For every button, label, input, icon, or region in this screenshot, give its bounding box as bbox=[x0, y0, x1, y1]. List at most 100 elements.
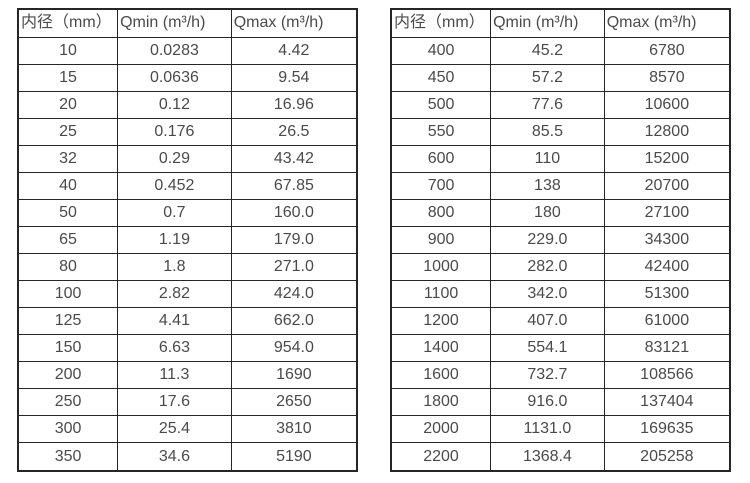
table-cell: 65 bbox=[17, 225, 119, 255]
table-row: 100 2.82 424.0 bbox=[17, 280, 358, 309]
table-row: 32 0.29 43.42 bbox=[17, 144, 358, 173]
table-cell: 8570 bbox=[603, 63, 731, 92]
table-cell: 954.0 bbox=[230, 334, 358, 363]
table-cell: 67.85 bbox=[230, 171, 358, 200]
table-row: 50 0.7 160.0 bbox=[17, 198, 358, 227]
table-cell: 2.82 bbox=[117, 280, 232, 309]
table-cell: 80 bbox=[17, 252, 119, 282]
table-cell: 2000 bbox=[390, 415, 492, 444]
table-row: 2000 1131.0 169635 bbox=[390, 415, 731, 444]
table-cell: 271.0 bbox=[230, 252, 358, 282]
table-cell: 50 bbox=[17, 198, 119, 227]
table-row: 1600 732.7 108566 bbox=[390, 361, 731, 390]
table-cell: 1200 bbox=[390, 307, 492, 336]
table-cell: 700 bbox=[390, 171, 492, 200]
table-cell: 160.0 bbox=[230, 198, 358, 227]
table-cell: 108566 bbox=[603, 361, 731, 390]
table-cell: 45.2 bbox=[490, 36, 605, 65]
table-cell: 34.6 bbox=[117, 442, 232, 472]
table-row: 1400 554.1 83121 bbox=[390, 334, 731, 363]
table-cell: 179.0 bbox=[230, 225, 358, 255]
column-header: Qmin (m³/h) bbox=[490, 8, 605, 38]
table-cell: 9.54 bbox=[230, 63, 358, 92]
flow-table-large-diameters: 内径（mm） Qmin (m³/h) Qmax (m³/h) 400 45.2 6780 4… bbox=[390, 8, 731, 472]
table-cell: 20 bbox=[17, 90, 119, 119]
table-row: 600 110 15200 bbox=[390, 144, 731, 173]
table-row: 40 0.452 67.85 bbox=[17, 171, 358, 200]
table-cell: 0.0636 bbox=[117, 63, 232, 92]
table-cell: 205258 bbox=[603, 442, 731, 472]
table-cell: 300 bbox=[17, 415, 119, 444]
table-cell: 1800 bbox=[390, 388, 492, 417]
table-row: 65 1.19 179.0 bbox=[17, 225, 358, 255]
table-row: 1200 407.0 61000 bbox=[390, 307, 731, 336]
table-cell: 10600 bbox=[603, 90, 731, 119]
table-cell: 250 bbox=[17, 388, 119, 417]
table-cell: 110 bbox=[490, 144, 605, 173]
table-row: 400 45.2 6780 bbox=[390, 36, 731, 65]
table-cell: 51300 bbox=[603, 280, 731, 309]
table-row: 500 77.6 10600 bbox=[390, 90, 731, 119]
table-cell: 2650 bbox=[230, 388, 358, 417]
table-cell: 450 bbox=[390, 63, 492, 92]
table-row: 10 0.0283 4.42 bbox=[17, 36, 358, 65]
table-cell: 732.7 bbox=[490, 361, 605, 390]
column-header: Qmax (m³/h) bbox=[603, 8, 731, 38]
table-cell: 83121 bbox=[603, 334, 731, 363]
table-cell: 200 bbox=[17, 361, 119, 390]
table-cell: 1100 bbox=[390, 280, 492, 309]
table-cell: 16.96 bbox=[230, 90, 358, 119]
table-row: 125 4.41 662.0 bbox=[17, 307, 358, 336]
table-cell: 0.12 bbox=[117, 90, 232, 119]
table-cell: 10 bbox=[17, 36, 119, 65]
table-cell: 6.63 bbox=[117, 334, 232, 363]
table-cell: 342.0 bbox=[490, 280, 605, 309]
table-cell: 4.42 bbox=[230, 36, 358, 65]
table-cell: 0.29 bbox=[117, 144, 232, 173]
table-row: 150 6.63 954.0 bbox=[17, 334, 358, 363]
table-cell: 1368.4 bbox=[490, 442, 605, 472]
table-cell: 180 bbox=[490, 198, 605, 227]
table-row: 25 0.176 26.5 bbox=[17, 117, 358, 146]
table-cell: 662.0 bbox=[230, 307, 358, 336]
table-cell: 0.7 bbox=[117, 198, 232, 227]
table-row: 20 0.12 16.96 bbox=[17, 90, 358, 119]
column-header: 内径（mm） bbox=[390, 8, 492, 38]
table-row: 300 25.4 3810 bbox=[17, 415, 358, 444]
table-cell: 138 bbox=[490, 171, 605, 200]
table-cell: 6780 bbox=[603, 36, 731, 65]
table-cell: 1.19 bbox=[117, 225, 232, 255]
header-row: 内径（mm） Qmin (m³/h) Qmax (m³/h) bbox=[17, 8, 358, 38]
table-cell: 15200 bbox=[603, 144, 731, 173]
table-cell: 1600 bbox=[390, 361, 492, 390]
table-cell: 916.0 bbox=[490, 388, 605, 417]
table-row: 350 34.6 5190 bbox=[17, 442, 358, 472]
table-cell: 85.5 bbox=[490, 117, 605, 146]
table-cell: 4.41 bbox=[117, 307, 232, 336]
table-row: 15 0.0636 9.54 bbox=[17, 63, 358, 92]
table-cell: 600 bbox=[390, 144, 492, 173]
table-row: 550 85.5 12800 bbox=[390, 117, 731, 146]
column-header: Qmax (m³/h) bbox=[230, 8, 358, 38]
table-cell: 43.42 bbox=[230, 144, 358, 173]
table-cell: 800 bbox=[390, 198, 492, 227]
table-cell: 12800 bbox=[603, 117, 731, 146]
table-row: 800 180 27100 bbox=[390, 198, 731, 227]
table-cell: 169635 bbox=[603, 415, 731, 444]
table-cell: 25 bbox=[17, 117, 119, 146]
column-header: 内径（mm） bbox=[17, 8, 119, 38]
table-cell: 2200 bbox=[390, 442, 492, 472]
table-row: 1100 342.0 51300 bbox=[390, 280, 731, 309]
table-cell: 100 bbox=[17, 280, 119, 309]
table-cell: 900 bbox=[390, 225, 492, 255]
table-cell: 1690 bbox=[230, 361, 358, 390]
table-cell: 27100 bbox=[603, 198, 731, 227]
table-cell: 125 bbox=[17, 307, 119, 336]
table-cell: 15 bbox=[17, 63, 119, 92]
table-cell: 0.0283 bbox=[117, 36, 232, 65]
table-cell: 11.3 bbox=[117, 361, 232, 390]
table-cell: 137404 bbox=[603, 388, 731, 417]
table-cell: 1000 bbox=[390, 252, 492, 282]
table-cell: 400 bbox=[390, 36, 492, 65]
